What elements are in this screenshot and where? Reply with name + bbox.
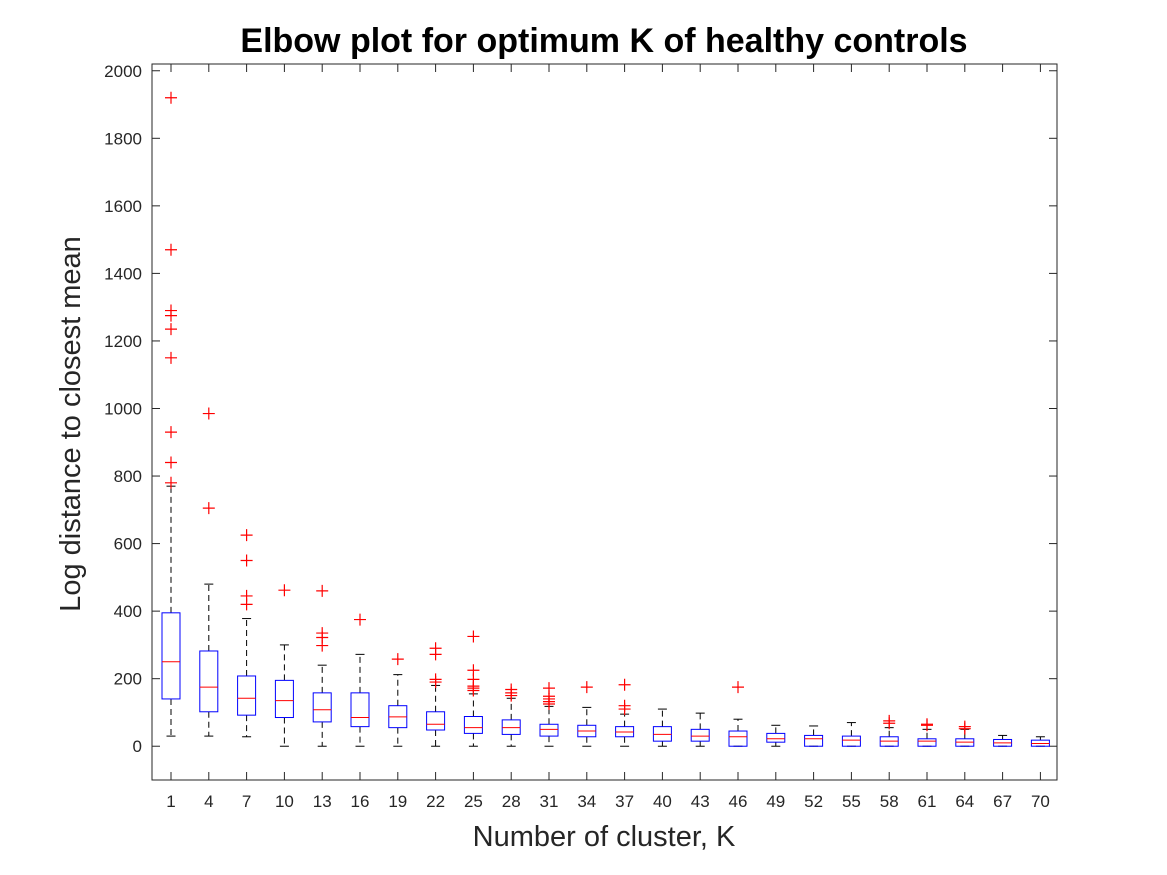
outlier-marker [467,684,480,697]
outlier-marker [958,722,971,735]
outlier-marker [921,719,933,732]
box [917,738,937,747]
x-tick-label: 25 [464,792,483,811]
outlier-marker [883,717,896,730]
outlier-marker [316,639,329,652]
box [463,716,483,734]
outlier-marker [240,554,253,567]
outlier-marker [316,584,329,597]
outlier-marker [732,681,744,694]
x-tick-label: 16 [351,792,370,811]
box [237,675,257,716]
outlier-marker [580,681,593,694]
x-tick-label: 52 [804,792,823,811]
x-tick-label: 67 [993,792,1012,811]
x-tick-label: 28 [502,792,521,811]
box [350,692,370,728]
y-tick-label: 800 [114,467,142,486]
x-tick-label: 34 [577,792,596,811]
x-tick-label: 64 [955,792,974,811]
x-tick-label: 19 [388,792,407,811]
y-tick-label: 1800 [104,129,142,148]
x-tick-label: 61 [918,792,937,811]
x-tick-label: 1 [166,792,175,811]
box [690,728,710,742]
outlier-marker [165,351,177,364]
y-tick-label: 1600 [104,197,142,216]
box [539,723,559,737]
outlier-marker [202,502,215,515]
chart-title: Elbow plot for optimum K of healthy cont… [240,22,967,60]
y-tick-label: 1400 [104,264,142,283]
y-tick-label: 200 [114,670,142,689]
x-tick-label: 55 [842,792,861,811]
outlier-marker [354,613,366,626]
outlier-marker [165,309,177,322]
plot-area: 0 200 400 600 800 1000 1200 1400 1600 1800 2000 1 4 7… [104,62,1058,811]
x-tick-label: 7 [242,792,251,811]
outlier-marker [240,598,253,611]
outlier-marker [618,678,631,691]
outlier-marker [202,407,215,420]
box [312,692,332,723]
y-tick-label: 600 [114,535,142,554]
outlier-marker [618,703,631,716]
box [766,732,786,743]
box [274,679,294,719]
y-tick-label: 1200 [104,332,142,351]
x-tick-label: 4 [204,792,213,811]
outlier-marker [391,653,404,666]
box [841,735,861,747]
y-tick-label: 2000 [104,62,142,81]
x-tick-label: 10 [275,792,294,811]
x-tick-label: 13 [313,792,332,811]
box [426,711,446,731]
outlier-marker [543,698,555,711]
y-axis-label: Log distance to closest mean [55,236,87,612]
box [728,730,748,747]
y-tick-label: 400 [114,602,142,621]
axes-frame [151,63,1058,781]
x-tick-label: 37 [615,792,634,811]
x-tick-label: 49 [766,792,785,811]
x-tick-label: 58 [880,792,899,811]
outlier-marker [240,529,253,542]
y-tick-label: 1000 [104,399,142,418]
outlier-marker [467,630,480,643]
outlier-marker [429,676,442,689]
y-tick-label: 0 [133,737,142,756]
x-axis-label: Number of cluster, K [473,821,736,853]
outlier-marker [165,243,177,256]
outlier-marker [278,584,291,597]
outlier-marker [165,323,177,336]
outlier-marker [165,476,177,489]
box [652,726,672,742]
outlier-marker [165,91,177,104]
x-tick-label: 46 [729,792,748,811]
outlier-marker [505,689,518,702]
x-tick-label: 31 [540,792,559,811]
box [804,734,824,747]
x-tick-label: 40 [653,792,672,811]
x-tick-label: 43 [691,792,710,811]
box [199,650,219,713]
outlier-marker [429,648,442,661]
x-tick-label: 22 [426,792,445,811]
outlier-marker [165,426,177,439]
box [161,612,181,700]
outlier-marker [165,456,177,469]
box [501,719,521,735]
x-tick-label: 70 [1031,792,1050,811]
